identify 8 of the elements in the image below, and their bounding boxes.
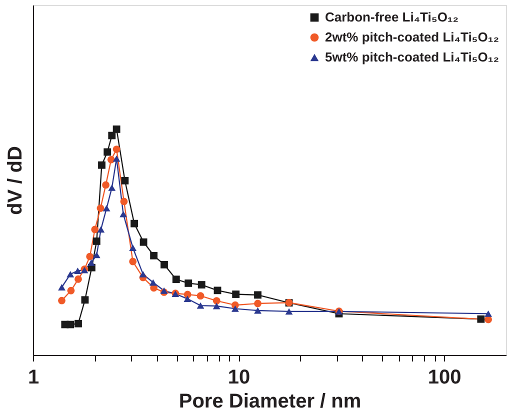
legend-label: Carbon-free Li₄Ti₅O₁₂	[325, 10, 459, 24]
x-tick-label: 100	[428, 366, 462, 388]
legend-label: 2wt% pitch-coated Li₄Ti₅O₁₂	[325, 30, 500, 44]
x-tick-label: 1	[28, 366, 40, 388]
x-tick-label: 10	[228, 366, 250, 388]
legend-label: 5wt% pitch-coated Li₄Ti₅O₁₂	[325, 50, 500, 64]
y-axis-title: dV / dD	[4, 146, 26, 215]
x-axis-title: Pore Diameter / nm	[178, 390, 362, 412]
